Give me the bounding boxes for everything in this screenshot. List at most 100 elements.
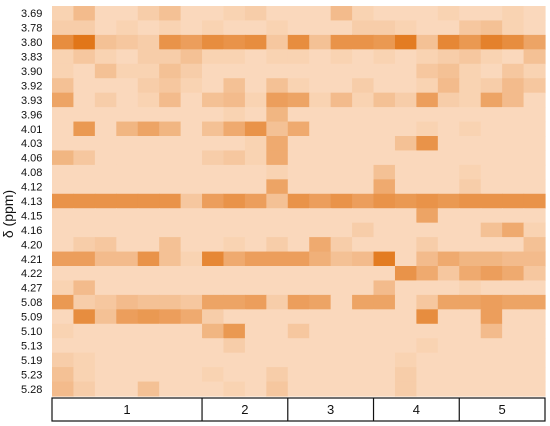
heatmap-cell [523, 208, 546, 224]
heatmap-cell [352, 150, 375, 166]
heatmap-cell [459, 338, 482, 354]
y-tick-label: 5.13 [21, 340, 42, 352]
heatmap-cell [459, 222, 482, 238]
heatmap-cell [480, 323, 503, 339]
heatmap-cell [352, 6, 375, 22]
heatmap-cell [437, 251, 460, 267]
heatmap-cell [94, 294, 117, 310]
heatmap-cell [394, 280, 417, 296]
y-tick-label: 5.28 [21, 384, 42, 396]
heatmap-cell [287, 294, 310, 310]
heatmap-cell [202, 92, 225, 108]
heatmap-cell [94, 367, 117, 383]
heatmap-cell [159, 107, 182, 123]
heatmap-cell [52, 49, 75, 65]
heatmap-cell [480, 381, 503, 397]
heatmap-cell [330, 150, 353, 166]
heatmap-cell [309, 367, 332, 383]
heatmap-cell [373, 179, 396, 195]
heatmap-cell [223, 251, 246, 267]
heatmap-cell [94, 237, 117, 253]
heatmap-cell [73, 323, 96, 339]
heatmap-cell [116, 107, 139, 123]
heatmap-cell [223, 49, 246, 65]
heatmap-cell [244, 237, 267, 253]
heatmap-cell [266, 179, 289, 195]
heatmap-cell [352, 352, 375, 368]
heatmap-cell [287, 338, 310, 354]
heatmap-cell [352, 222, 375, 238]
heatmap-cell [180, 136, 203, 152]
heatmap-cell [523, 280, 546, 296]
heatmap-cell [52, 352, 75, 368]
heatmap-cell [416, 136, 439, 152]
heatmap-cell [416, 6, 439, 22]
heatmap-cell [202, 323, 225, 339]
heatmap-cell [523, 179, 546, 195]
heatmap-cell [373, 208, 396, 224]
heatmap-cell [416, 121, 439, 137]
heatmap-cell [73, 179, 96, 195]
heatmap-cell [52, 208, 75, 224]
heatmap-cell [266, 92, 289, 108]
heatmap-cell [180, 367, 203, 383]
heatmap-cell [373, 34, 396, 50]
heatmap-cell [480, 222, 503, 238]
heatmap-cell [394, 352, 417, 368]
heatmap-cell [116, 63, 139, 79]
heatmap-cell [159, 294, 182, 310]
heatmap-cell [502, 78, 525, 94]
heatmap-cell [73, 237, 96, 253]
heatmap-cell [52, 367, 75, 383]
heatmap-cell [459, 92, 482, 108]
heatmap-cell [73, 107, 96, 123]
heatmap-cell [116, 179, 139, 195]
heatmap-cell [73, 49, 96, 65]
heatmap-cell [180, 309, 203, 325]
heatmap-cell [352, 49, 375, 65]
heatmap-cell [416, 381, 439, 397]
heatmap-cell [373, 338, 396, 354]
heatmap-cell [266, 367, 289, 383]
heatmap-cell [180, 63, 203, 79]
heatmap-cell [223, 78, 246, 94]
heatmap-cell [180, 164, 203, 180]
heatmap-cell [266, 222, 289, 238]
heatmap-cell [159, 352, 182, 368]
heatmap-cell [502, 107, 525, 123]
heatmap-cell [416, 193, 439, 209]
heatmap-cell [523, 222, 546, 238]
heatmap-cell [180, 92, 203, 108]
heatmap-cell [330, 193, 353, 209]
heatmap-cell [73, 381, 96, 397]
heatmap-cell [180, 179, 203, 195]
heatmap-cell [266, 338, 289, 354]
heatmap-cell [159, 193, 182, 209]
heatmap-cell [159, 6, 182, 22]
heatmap-cell [73, 208, 96, 224]
heatmap-cell [394, 92, 417, 108]
heatmap-cell [266, 280, 289, 296]
heatmap-cell [480, 136, 503, 152]
heatmap-cell [416, 49, 439, 65]
heatmap-cell [116, 121, 139, 137]
heatmap-cell [223, 294, 246, 310]
heatmap-cell [287, 6, 310, 22]
heatmap-cell [244, 107, 267, 123]
heatmap-cell [202, 107, 225, 123]
heatmap-cell [352, 164, 375, 180]
heatmap-cell [523, 6, 546, 22]
heatmap-cells [52, 6, 546, 397]
heatmap-cell [309, 20, 332, 36]
heatmap-cell [116, 78, 139, 94]
heatmap-cell [480, 164, 503, 180]
heatmap-cell [73, 352, 96, 368]
heatmap-cell [437, 222, 460, 238]
heatmap-cell [116, 338, 139, 354]
heatmap-cell [287, 121, 310, 137]
heatmap-cell [159, 136, 182, 152]
heatmap-cell [244, 193, 267, 209]
heatmap-cell [73, 78, 96, 94]
heatmap-cell [223, 121, 246, 137]
heatmap-cell [416, 251, 439, 267]
